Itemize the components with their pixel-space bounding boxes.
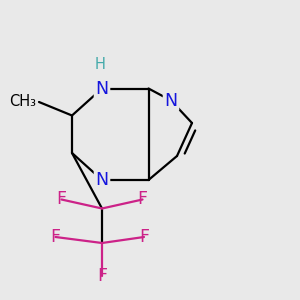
Text: N: N <box>95 80 109 98</box>
Text: F: F <box>139 228 149 246</box>
Text: H: H <box>95 57 106 72</box>
Text: F: F <box>56 190 67 208</box>
Text: CH₃: CH₃ <box>9 94 36 110</box>
Text: N: N <box>95 171 109 189</box>
Text: F: F <box>137 190 148 208</box>
Text: F: F <box>50 228 61 246</box>
Text: F: F <box>97 267 107 285</box>
Text: N: N <box>164 92 178 110</box>
